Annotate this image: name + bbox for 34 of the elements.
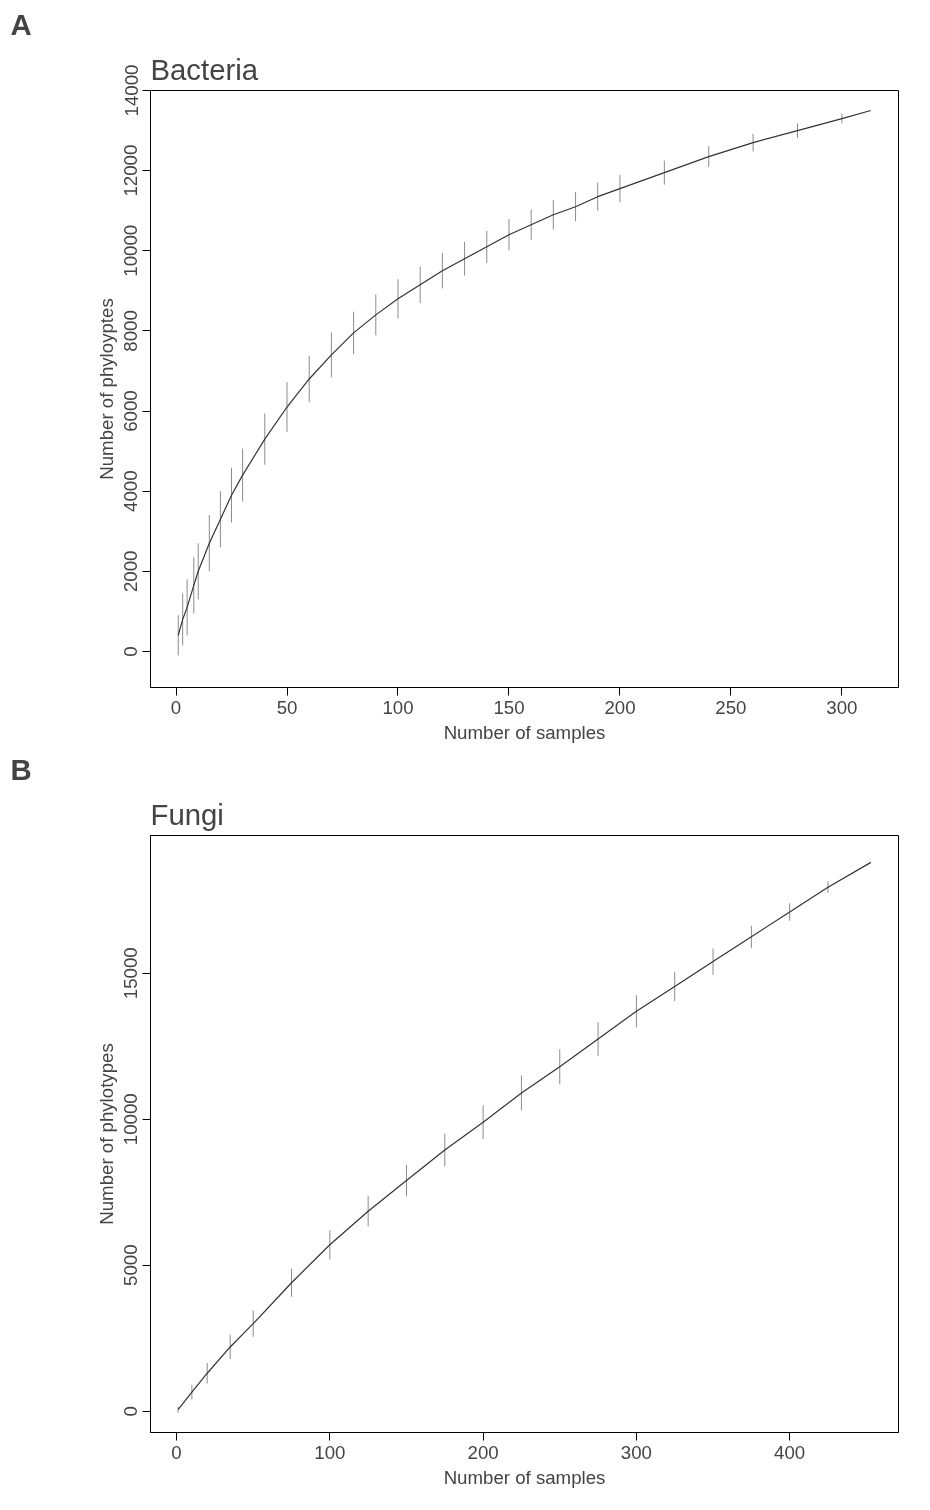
y-tick-label: 10000: [120, 1093, 142, 1146]
text: B: [10, 752, 32, 786]
chart-title: Fungi: [150, 797, 224, 831]
x-tick-label: 0: [171, 1441, 182, 1463]
x-tick-label: 0: [170, 696, 182, 718]
x-tick-label: 300: [620, 1441, 652, 1463]
y-axis-title: Number of phyloyptes: [95, 298, 117, 480]
x-tick-label: 400: [774, 1441, 806, 1463]
x-tick-label: 100: [382, 696, 414, 718]
y-tick-label: 15000: [120, 947, 142, 1000]
x-tick-label: 250: [715, 696, 747, 718]
chart-title: Bacteria: [150, 52, 259, 86]
y-tick-label: 14000: [120, 64, 142, 117]
y-tick-label: 5000: [120, 1244, 142, 1286]
x-tick-label: 150: [493, 696, 525, 718]
line-series: [177, 861, 872, 1411]
x-tick-label: 300: [826, 696, 858, 718]
y-axis-title: Number of phylotypes: [95, 1043, 117, 1225]
y-tick-label: 8000: [120, 310, 142, 352]
y-tick-label: 0: [120, 646, 142, 657]
x-axis-title: Number of samples: [443, 1466, 606, 1488]
line-series: [177, 109, 872, 637]
y-tick-label: 0: [120, 1405, 142, 1417]
x-tick-label: 200: [467, 1441, 499, 1463]
x-tick-label: 200: [604, 696, 636, 718]
y-tick-label: 12000: [120, 144, 142, 197]
y-tick-label: 6000: [120, 390, 142, 432]
text: A: [10, 7, 32, 41]
y-tick-label: 4000: [120, 470, 142, 512]
x-tick-label: 50: [276, 696, 298, 718]
x-tick-label: 100: [314, 1441, 346, 1463]
x-axis-title: Number of samples: [443, 721, 606, 743]
y-tick-label: 10000: [120, 224, 142, 277]
y-tick-label: 2000: [120, 550, 142, 593]
